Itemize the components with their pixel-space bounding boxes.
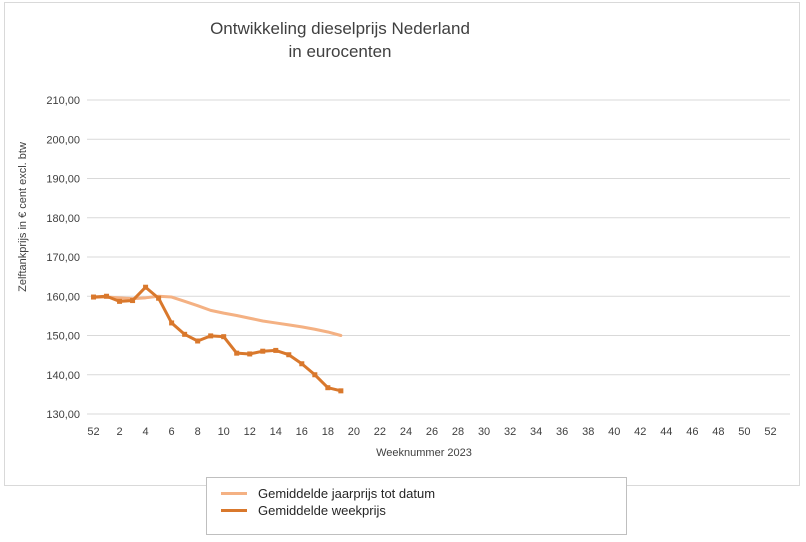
- x-tick-label: 38: [582, 426, 594, 438]
- series-layer: [91, 284, 344, 394]
- data-point: [221, 334, 227, 340]
- data-point: [286, 352, 292, 358]
- x-tick-label: 52: [87, 426, 99, 438]
- data-point: [182, 331, 188, 337]
- y-tick-label: 150,00: [46, 331, 80, 343]
- x-tick-label: 52: [764, 426, 776, 438]
- y-tick-label: 200,00: [46, 134, 80, 146]
- legend-swatch-jaarprijs: [221, 491, 247, 495]
- data-point: [208, 333, 214, 339]
- data-point: [169, 320, 175, 326]
- data-point: [130, 298, 136, 304]
- x-axis-label: Weeknummer 2023: [376, 447, 472, 459]
- data-point: [247, 351, 253, 357]
- chart-title-line-2: in eurocenten: [288, 42, 391, 61]
- x-tick-label: 46: [686, 426, 698, 438]
- x-tick-label: 8: [195, 426, 201, 438]
- legend: Gemiddelde jaarprijs tot datum Gemiddeld…: [206, 477, 627, 535]
- y-tick-label: 140,00: [46, 370, 80, 382]
- x-axis-ticks: 52 2 4 6 8 10 12 14 16 18 20 22 24 26 28 30 32 34 36 38 40 42…: [87, 426, 776, 438]
- data-point: [195, 338, 201, 344]
- data-point: [104, 293, 110, 299]
- x-tick-label: 32: [504, 426, 516, 438]
- y-tick-label: 210,00: [46, 95, 80, 107]
- legend-label-jaarprijs: Gemiddelde jaarprijs tot datum: [258, 485, 436, 501]
- x-tick-label: 30: [478, 426, 490, 438]
- chart-title: Ontwikkeling dieselprijs Nederland in eu…: [210, 19, 470, 61]
- x-tick-label: 44: [660, 426, 672, 438]
- x-tick-label: 20: [348, 426, 360, 438]
- data-point: [234, 350, 240, 356]
- data-point: [273, 347, 279, 353]
- y-tick-label: 160,00: [46, 291, 80, 303]
- x-tick-label: 24: [400, 426, 412, 438]
- data-point: [325, 385, 331, 391]
- y-tick-label: 170,00: [46, 252, 80, 264]
- data-point: [91, 294, 97, 300]
- data-point: [299, 361, 305, 367]
- legend-label-weekprijs: Gemiddelde weekprijs: [258, 502, 386, 518]
- x-tick-label: 14: [270, 426, 282, 438]
- x-tick-label: 34: [530, 426, 542, 438]
- x-tick-label: 50: [738, 426, 750, 438]
- y-tick-label: 180,00: [46, 213, 80, 225]
- x-tick-label: 22: [374, 426, 386, 438]
- chart-frame: [4, 2, 800, 486]
- x-tick-label: 40: [608, 426, 620, 438]
- data-point: [338, 388, 344, 394]
- data-point: [117, 298, 123, 304]
- x-tick-label: 10: [218, 426, 230, 438]
- x-tick-label: 12: [244, 426, 256, 438]
- y-axis-ticks: 130,00 140,00 150,00 160,00 170,00 180,00 190,…: [46, 95, 80, 421]
- data-point: [143, 284, 149, 290]
- x-tick-label: 2: [116, 426, 122, 438]
- x-tick-label: 26: [426, 426, 438, 438]
- data-point: [260, 348, 266, 354]
- x-tick-label: 28: [452, 426, 464, 438]
- y-tick-label: 130,00: [46, 409, 80, 421]
- legend-item-jaarprijs: Gemiddelde jaarprijs tot datum: [221, 484, 435, 502]
- y-tick-label: 190,00: [46, 174, 80, 186]
- y-axis-label: Zelftankprijs in € cent excl. btw: [17, 142, 29, 292]
- x-tick-label: 6: [169, 426, 175, 438]
- data-point: [156, 295, 162, 301]
- x-tick-label: 36: [556, 426, 568, 438]
- x-tick-label: 42: [634, 426, 646, 438]
- legend-item-weekprijs: Gemiddelde weekprijs: [221, 501, 386, 519]
- x-tick-label: 48: [712, 426, 724, 438]
- gridlines: [87, 99, 790, 415]
- data-point: [312, 372, 318, 378]
- x-tick-label: 16: [296, 426, 308, 438]
- legend-swatch-weekprijs: [221, 508, 247, 512]
- chart-title-line-1: Ontwikkeling dieselprijs Nederland: [210, 19, 470, 38]
- x-tick-label: 4: [143, 426, 149, 438]
- x-tick-label: 18: [322, 426, 334, 438]
